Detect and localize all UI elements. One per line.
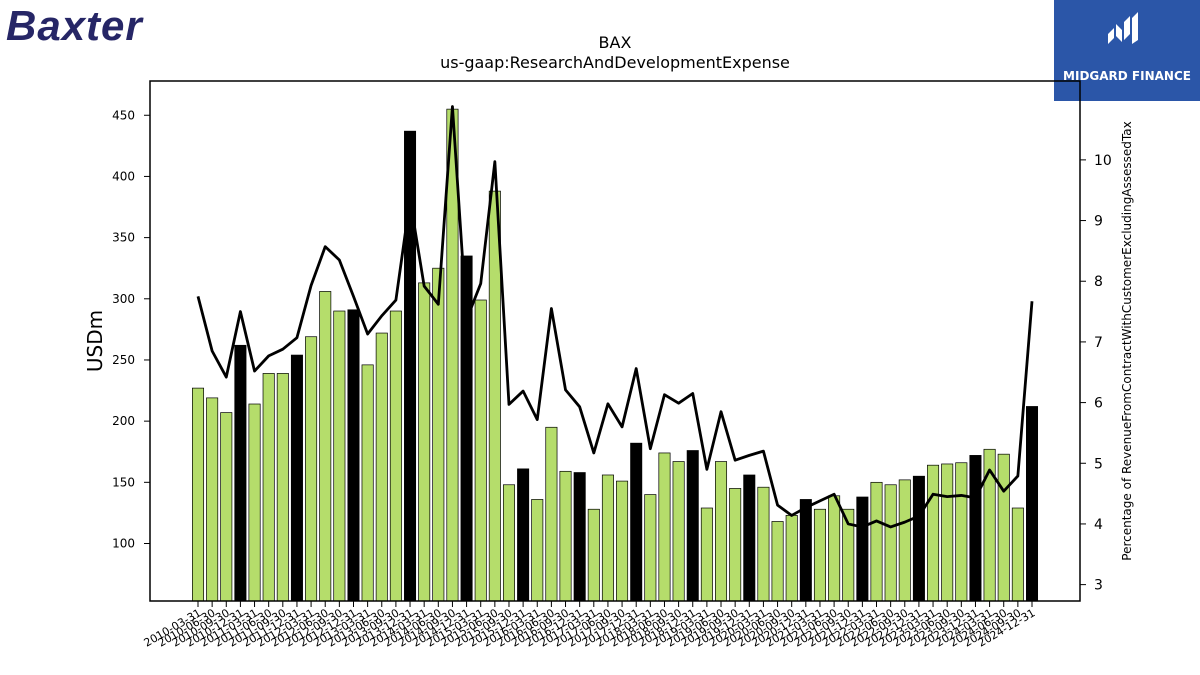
- bar-2016-06-30: [545, 426, 558, 602]
- y2-tick-label: 4: [1094, 517, 1103, 533]
- bar-2015-03-31: [474, 299, 487, 602]
- bar-2016-03-31: [531, 499, 544, 602]
- bar-2024-09-30: [1011, 507, 1024, 602]
- y-tick-label: 450: [112, 108, 135, 122]
- y2-tick-label: 8: [1094, 274, 1103, 290]
- bar-2012-12-31: [347, 309, 360, 602]
- ratio-line: [196, 105, 1034, 529]
- bar-2019-03-31: [700, 507, 713, 602]
- bar-2023-12-31: [969, 455, 982, 602]
- bar-2024-06-30: [997, 453, 1010, 602]
- bar-2020-09-30: [785, 514, 798, 602]
- y-tick-label: 350: [112, 231, 135, 245]
- y-tick-label: 400: [112, 169, 135, 183]
- y2-tick-label: 9: [1094, 214, 1103, 230]
- bar-2019-09-30: [729, 488, 742, 602]
- bar-2011-06-30: [262, 373, 275, 602]
- y2-tick-label: 3: [1094, 578, 1103, 594]
- bar-2010-09-30: [220, 412, 233, 602]
- bar-2012-03-31: [305, 336, 318, 602]
- bar-2020-03-31: [757, 486, 770, 602]
- y-tick-label: 100: [112, 536, 135, 550]
- bar-2011-12-31: [290, 354, 303, 602]
- bar-2023-03-31: [927, 464, 940, 602]
- bar-2018-03-31: [644, 494, 657, 602]
- bar-2019-06-30: [715, 461, 728, 602]
- bar-2012-06-30: [319, 291, 332, 602]
- bar-2010-12-31: [234, 344, 247, 602]
- y-axis-label: USDm: [83, 310, 107, 372]
- bar-2022-12-31: [912, 475, 925, 602]
- bar-2013-03-31: [361, 364, 374, 602]
- y2-tick-label: 10: [1094, 153, 1112, 169]
- bar-2022-03-31: [870, 481, 883, 602]
- plot-frame: [149, 80, 1081, 602]
- baxter-logo: Baxter: [6, 2, 143, 49]
- bar-2017-06-30: [601, 474, 614, 602]
- chart-subtitle: us-gaap:ResearchAndDevelopmentExpense: [440, 53, 790, 72]
- bar-2014-06-30: [432, 267, 445, 602]
- bar-2021-12-31: [856, 496, 869, 602]
- y2-tick-label: 5: [1094, 456, 1103, 472]
- bar-2020-12-31: [799, 499, 812, 602]
- y2-tick-label: 6: [1094, 396, 1103, 412]
- bar-2010-03-31: [192, 387, 205, 602]
- bar-2020-06-30: [771, 521, 784, 602]
- bar-2014-03-31: [418, 282, 431, 602]
- bar-2012-09-30: [333, 310, 346, 602]
- bar-2015-09-30: [502, 484, 515, 602]
- bar-2016-12-31: [573, 472, 586, 602]
- bar-2017-03-31: [587, 508, 600, 602]
- bar-2013-09-30: [389, 310, 402, 602]
- bar-2023-09-30: [955, 462, 968, 602]
- bar-2016-09-30: [559, 470, 572, 602]
- bar-2018-09-30: [672, 461, 685, 602]
- bar-2011-09-30: [276, 373, 289, 602]
- midgard-logo-text: MIDGARD FINANCE: [1063, 69, 1191, 83]
- midgard-finance-logo: MIDGARD FINANCE: [1054, 0, 1200, 101]
- bar-2011-03-31: [248, 403, 261, 602]
- bar-2021-06-30: [828, 495, 841, 602]
- bar-2018-06-30: [658, 452, 671, 602]
- y-tick-label: 150: [112, 475, 135, 489]
- bar-2017-09-30: [616, 480, 629, 602]
- y2-tick-label: 7: [1094, 335, 1103, 351]
- bar-2010-06-30: [206, 397, 219, 602]
- y-tick-label: 200: [112, 414, 135, 428]
- midgard-logo-icon: [1108, 12, 1138, 44]
- bar-2013-06-30: [375, 332, 388, 602]
- bar-2018-12-31: [686, 450, 699, 602]
- y2-axis-label: Percentage of RevenueFromContractWithCus…: [1120, 121, 1134, 560]
- bar-2017-12-31: [630, 442, 643, 602]
- bar-2023-06-30: [941, 463, 954, 602]
- bar-2015-12-31: [517, 468, 530, 602]
- bar-2021-03-31: [813, 508, 826, 602]
- y-tick-label: 300: [112, 292, 135, 306]
- bar-2022-09-30: [898, 479, 911, 602]
- bar-2019-12-31: [743, 474, 756, 602]
- bar-2022-06-30: [884, 484, 897, 602]
- chart-title: BAX: [599, 33, 632, 52]
- y-tick-label: 250: [112, 353, 135, 367]
- bar-2024-12-31: [1025, 406, 1039, 602]
